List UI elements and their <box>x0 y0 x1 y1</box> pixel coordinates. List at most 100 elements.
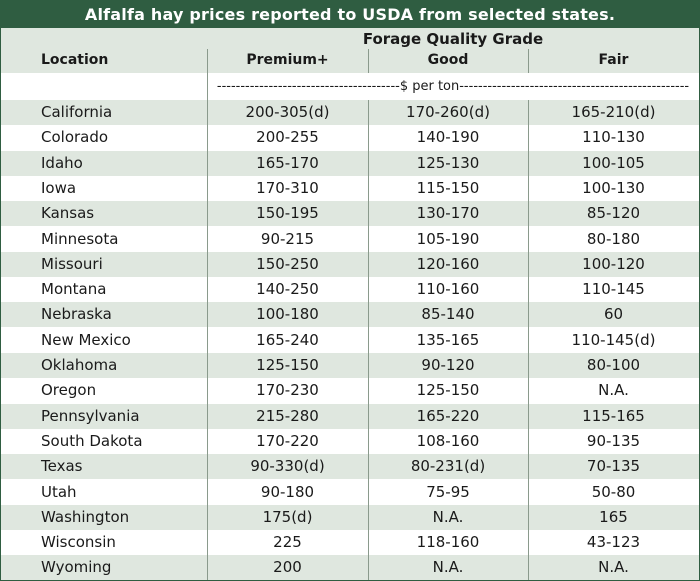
cell-premium: 90-330(d) <box>250 457 325 476</box>
column-header-premium: Premium+ <box>246 52 329 68</box>
cell-good: N.A. <box>432 507 464 526</box>
cell-good: 125-130 <box>416 153 480 172</box>
cell-fair: 43-123 <box>586 533 641 552</box>
cell-location: Colorado <box>41 128 109 147</box>
cell-good: 115-150 <box>416 178 480 197</box>
cell-good: 125-150 <box>416 381 480 400</box>
table-row: Nebraska 100-180 85-140 60 <box>1 302 699 328</box>
cell-fair: 85-120 <box>586 204 641 223</box>
cell-location: Oregon <box>41 381 97 400</box>
cell-good: 135-165 <box>416 330 480 349</box>
cell-premium: 170-310 <box>256 178 319 197</box>
cell-location: Wisconsin <box>41 533 116 552</box>
cell-location: Washington <box>41 507 130 526</box>
column-header-location: Location <box>41 52 109 68</box>
cell-good: 140-190 <box>416 128 480 147</box>
unit-label: ---------------------------------------$… <box>216 79 690 94</box>
cell-location: Texas <box>41 457 83 476</box>
cell-fair: 115-165 <box>582 406 645 425</box>
cell-location: Montana <box>41 280 107 299</box>
table-row: Oregon 170-230 125-150 N.A. <box>1 378 699 403</box>
cell-premium: 170-230 <box>256 381 319 400</box>
cell-location: Iowa <box>41 178 77 197</box>
cell-premium: 200-305(d) <box>245 103 330 121</box>
table-row: Wisconsin 225 118-160 43-123 <box>1 530 699 555</box>
cell-fair: 80-180 <box>586 229 641 248</box>
cell-location: California <box>41 103 113 121</box>
cell-good: 165-220 <box>416 406 480 425</box>
cell-fair: 110-145 <box>582 280 645 299</box>
cell-good: N.A. <box>432 558 464 577</box>
table-row: Minnesota 90-215 105-190 80-180 <box>1 227 699 252</box>
column-divider <box>207 49 208 580</box>
cell-premium: 170-220 <box>256 431 319 450</box>
cell-good: 105-190 <box>416 229 480 248</box>
table-row: Utah 90-180 75-95 50-80 <box>1 480 699 505</box>
cell-premium: 125-150 <box>256 356 319 374</box>
table-row: New Mexico 165-240 135-165 110-145(d) <box>1 328 699 353</box>
table-row: Pennsylvania 215-280 165-220 115-165 <box>1 403 699 429</box>
table-row: Iowa 170-310 115-150 100-130 <box>1 176 699 201</box>
cell-good: 108-160 <box>416 431 480 450</box>
cell-fair: 70-135 <box>586 457 641 476</box>
cell-location: Nebraska <box>41 305 112 324</box>
column-divider <box>528 49 529 73</box>
cell-premium: 225 <box>273 533 302 552</box>
cell-fair: 110-130 <box>582 128 645 147</box>
cell-fair: 80-100 <box>586 356 641 374</box>
table-row: California 200-305(d) 170-260(d) 165-210(d) <box>1 100 699 125</box>
cell-location: Minnesota <box>41 229 119 248</box>
cell-premium: 100-180 <box>256 305 319 324</box>
cell-premium: 90-180 <box>260 482 315 501</box>
header-band <box>1 28 699 73</box>
cell-location: Wyoming <box>41 558 112 577</box>
cell-premium: 200 <box>273 558 302 577</box>
cell-good: 118-160 <box>416 533 480 552</box>
cell-location: Missouri <box>41 254 103 273</box>
cell-location: South Dakota <box>41 431 143 450</box>
cell-good: 170-260(d) <box>406 103 490 121</box>
cell-good: 85-140 <box>421 305 475 324</box>
column-header-good: Good <box>427 52 469 68</box>
table-row: Montana 140-250 110-160 110-145 <box>1 277 699 302</box>
cell-fair: 165 <box>599 507 628 526</box>
cell-location: Utah <box>41 482 77 501</box>
cell-premium: 150-195 <box>256 204 319 223</box>
cell-fair: N.A. <box>598 381 629 400</box>
cell-fair: 90-135 <box>586 431 641 450</box>
column-divider <box>368 100 369 580</box>
cell-fair: N.A. <box>598 558 629 577</box>
cell-good: 130-170 <box>416 204 480 223</box>
cell-premium: 200-255 <box>256 128 319 147</box>
cell-location: Idaho <box>41 153 83 172</box>
cell-good: 80-231(d) <box>410 457 486 476</box>
unit-row <box>1 73 699 100</box>
table-row: Oklahoma 125-150 90-120 80-100 <box>1 353 699 378</box>
table-row: Missouri 150-250 120-160 100-120 <box>1 251 699 277</box>
column-divider <box>368 49 369 73</box>
cell-premium: 215-280 <box>256 406 319 425</box>
cell-premium: 140-250 <box>256 280 319 299</box>
cell-fair: 110-145(d) <box>571 330 656 349</box>
group-header: Forage Quality Grade <box>362 30 544 48</box>
cell-premium: 150-250 <box>256 254 319 273</box>
cell-good: 120-160 <box>416 254 480 273</box>
column-header-fair: Fair <box>598 52 629 68</box>
table-title: Alfalfa hay prices reported to USDA from… <box>1 1 699 28</box>
cell-location: New Mexico <box>41 330 131 349</box>
table-row: South Dakota 170-220 108-160 90-135 <box>1 429 699 454</box>
cell-premium: 90-215 <box>260 229 315 248</box>
table-row: Kansas 150-195 130-170 85-120 <box>1 201 699 227</box>
cell-good: 110-160 <box>416 280 480 299</box>
table-row: Washington 175(d) N.A. 165 <box>1 504 699 530</box>
cell-fair: 165-210(d) <box>571 103 656 121</box>
cell-fair: 100-120 <box>582 254 645 273</box>
cell-good: 90-120 <box>421 356 475 374</box>
cell-premium: 165-240 <box>256 330 319 349</box>
cell-fair: 50-80 <box>591 482 636 501</box>
column-divider <box>528 100 529 580</box>
table-row: Colorado 200-255 140-190 110-130 <box>1 125 699 150</box>
table-row: Idaho 165-170 125-130 100-105 <box>1 150 699 176</box>
cell-premium: 165-170 <box>256 153 319 172</box>
